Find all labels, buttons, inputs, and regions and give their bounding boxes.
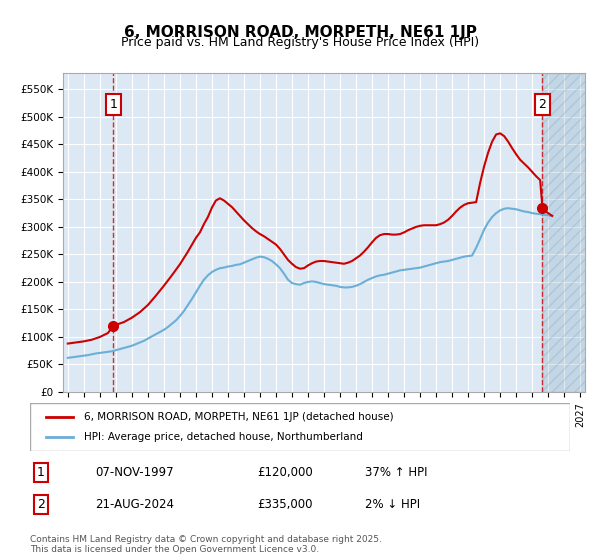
Text: 2: 2 [538, 98, 547, 111]
Text: 1: 1 [37, 466, 45, 479]
Text: Contains HM Land Registry data © Crown copyright and database right 2025.
This d: Contains HM Land Registry data © Crown c… [30, 535, 382, 554]
Text: 07-NOV-1997: 07-NOV-1997 [95, 466, 173, 479]
Text: 6, MORRISON ROAD, MORPETH, NE61 1JP (detached house): 6, MORRISON ROAD, MORPETH, NE61 1JP (det… [84, 412, 394, 422]
Text: HPI: Average price, detached house, Northumberland: HPI: Average price, detached house, Nort… [84, 432, 363, 442]
Text: 2: 2 [37, 498, 45, 511]
Text: £120,000: £120,000 [257, 466, 313, 479]
Text: 37% ↑ HPI: 37% ↑ HPI [365, 466, 427, 479]
Text: 2% ↓ HPI: 2% ↓ HPI [365, 498, 420, 511]
Text: 1: 1 [110, 98, 118, 111]
Text: £335,000: £335,000 [257, 498, 312, 511]
Bar [542, 73, 596, 392]
Text: 6, MORRISON ROAD, MORPETH, NE61 1JP: 6, MORRISON ROAD, MORPETH, NE61 1JP [124, 25, 476, 40]
Text: 21-AUG-2024: 21-AUG-2024 [95, 498, 174, 511]
Text: Price paid vs. HM Land Registry's House Price Index (HPI): Price paid vs. HM Land Registry's House … [121, 36, 479, 49]
